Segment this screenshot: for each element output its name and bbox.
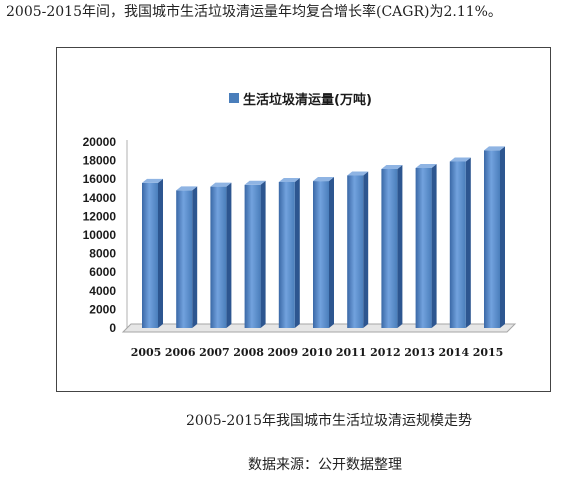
x-tick-label: 2010 (302, 346, 333, 359)
x-tick-labels: 2005 2006 2007 2008 2009 2010 2011 2012 2013 2014… (131, 346, 504, 359)
y-tick-label: 10000 (83, 228, 117, 242)
bar-top-face (347, 171, 369, 176)
bar-side-face (465, 157, 471, 328)
bar-front-face (142, 182, 158, 328)
y-tick-label: 20000 (83, 135, 117, 149)
bar-front-face (381, 169, 398, 328)
bar-front-face (244, 184, 261, 328)
x-tick-label: 2014 (438, 346, 469, 359)
bar-series (142, 146, 505, 328)
bar-top-face (176, 186, 198, 191)
bar-top-face (415, 164, 437, 169)
bar-top-face (313, 177, 334, 182)
y-tick-labels: 0 2000 4000 6000 8000 10000 12000 14000 16000 180… (83, 135, 117, 335)
y-tick-label: 14000 (83, 191, 117, 205)
bar-side-face (192, 186, 198, 328)
chart-image-frame: 生活垃圾清运量(万吨) 0 2000 4000 6000 8000 10000 12000 1… (56, 47, 551, 392)
x-tick-label: 2012 (370, 346, 401, 359)
legend-swatch (229, 93, 239, 103)
bar-front-face (313, 181, 329, 328)
bar-side-face (500, 146, 505, 328)
intro-text: 2005-2015年间，我国城市生活垃圾清运量年均复合增长率(CAGR)为2.1… (6, 4, 502, 20)
bar-2012 (381, 164, 403, 328)
bar-top-face (210, 182, 232, 187)
y-tick-label: 0 (109, 321, 116, 335)
x-tick-label: 2008 (233, 346, 264, 359)
legend-label: 生活垃圾清运量(万吨) (243, 92, 372, 108)
bar-side-face (260, 180, 266, 328)
bar-side-face (329, 177, 334, 328)
bar-2011 (347, 171, 369, 328)
bar-2014 (449, 157, 471, 328)
bar-top-face (244, 180, 266, 185)
bar-side-face (158, 178, 163, 328)
bar-top-face (449, 157, 471, 162)
x-tick-label: 2009 (267, 346, 298, 359)
y-tick-label: 4000 (89, 284, 116, 298)
x-tick-label: 2005 (131, 346, 162, 359)
bar-top-face (484, 146, 505, 151)
bar-front-face (449, 161, 466, 328)
bar-2005 (142, 178, 163, 328)
figure-caption: 2005-2015年我国城市生活垃圾清运规模走势 (186, 413, 472, 429)
bar-side-face (431, 164, 437, 328)
bar-2010 (313, 177, 334, 328)
y-tick-label: 2000 (89, 302, 116, 316)
bar-2015 (484, 146, 505, 328)
bar-side-face (363, 171, 369, 328)
x-tick-label: 2011 (336, 346, 367, 359)
bar-front-face (278, 182, 295, 328)
bar-side-face (294, 177, 300, 328)
y-tick-label: 8000 (89, 247, 116, 261)
y-tick-label: 6000 (89, 265, 116, 279)
bar-top-face (381, 164, 403, 169)
bar-side-face (226, 182, 232, 328)
bar-2009 (278, 177, 300, 328)
bar-side-face (397, 164, 403, 328)
bar-front-face (176, 190, 193, 328)
bar-top-face (142, 178, 163, 183)
x-tick-label: 2015 (473, 346, 504, 359)
bar-chart: 生活垃圾清运量(万吨) 0 2000 4000 6000 8000 10000 12000 1… (83, 92, 517, 359)
chart-legend: 生活垃圾清运量(万吨) (229, 92, 372, 108)
bar-front-face (347, 175, 364, 328)
y-tick-label: 18000 (83, 154, 117, 168)
bar-top-face (278, 177, 300, 182)
bar-front-face (415, 168, 432, 328)
bar-front-face (484, 150, 500, 328)
data-source-note: 数据来源：公开数据整理 (248, 457, 402, 473)
x-tick-label: 2013 (404, 346, 435, 359)
x-tick-label: 2006 (165, 346, 196, 359)
bar-2008 (244, 180, 266, 328)
y-tick-label: 16000 (83, 172, 117, 186)
bar-2013 (415, 164, 437, 328)
y-tick-label: 12000 (83, 209, 117, 223)
bar-front-face (210, 186, 227, 328)
bar-2006 (176, 186, 198, 328)
bar-2007 (210, 182, 232, 328)
x-tick-label: 2007 (199, 346, 230, 359)
